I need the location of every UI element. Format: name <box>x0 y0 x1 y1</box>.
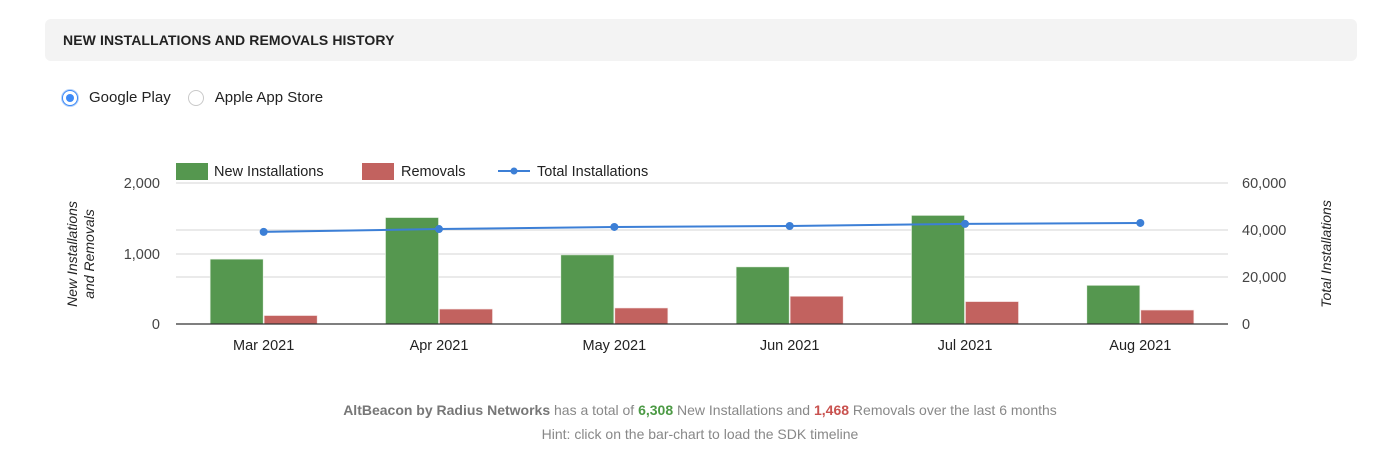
radio-unchecked-icon[interactable] <box>187 89 204 106</box>
new-installations-total: 6,308 <box>638 402 674 418</box>
bar-new-installations[interactable] <box>1086 285 1141 325</box>
bar-new-installations[interactable] <box>560 254 615 325</box>
bar-removals[interactable] <box>965 301 1019 325</box>
left-tick: 1,000 <box>124 247 160 263</box>
store-selector: Google Play Apple App Store <box>62 89 340 106</box>
total-point-marker-icon <box>435 225 443 234</box>
bar-removals[interactable] <box>439 308 493 325</box>
x-tick-label: Apr 2021 <box>410 338 469 354</box>
legend-removals-swatch <box>362 163 394 180</box>
legend-total-installations: Total Installations <box>537 164 648 180</box>
left-tick: 2,000 <box>124 176 160 192</box>
total-point-marker-icon <box>610 222 619 231</box>
x-tick-label: Jun 2021 <box>760 338 820 354</box>
legend-new-installations: New Installations <box>214 164 324 180</box>
x-tick-label: May 2021 <box>582 338 646 354</box>
summary-text: AltBeacon by Radius Networks has a total… <box>0 402 1400 418</box>
x-axis-labels: Mar 2021 Apr 2021 May 2021 Jun 2021 Jul 2021… <box>233 338 1171 354</box>
legend-new-installations-swatch <box>176 163 208 180</box>
x-tick-label: Aug 2021 <box>1109 338 1171 354</box>
hint-text: Hint: click on the bar-chart to load the… <box>541 426 859 442</box>
total-point-marker-icon <box>259 227 268 236</box>
chart-bars[interactable] <box>209 215 1195 325</box>
bar-removals[interactable] <box>614 307 669 325</box>
chart-legend: New Installations Removals Total Install… <box>176 163 648 180</box>
summary-part: Removals over the last 6 months <box>849 402 1057 418</box>
right-axis-label: Total Installations <box>1318 200 1334 308</box>
radio-apple-app-store[interactable]: Apple App Store <box>187 89 324 106</box>
left-axis: 0 1,000 2,000 New Installations and Remo… <box>64 176 160 333</box>
removals-total: 1,468 <box>813 402 850 418</box>
x-tick-label: Mar 2021 <box>233 338 294 354</box>
legend-total-marker-icon <box>510 167 518 175</box>
total-point-marker-icon <box>785 222 794 231</box>
chart-gridlines <box>176 182 1228 278</box>
legend-removals: Removals <box>401 164 465 180</box>
x-tick-label: Jul 2021 <box>938 338 993 354</box>
total-installations-line <box>259 218 1145 236</box>
right-tick: 0 <box>1242 317 1250 333</box>
radio-google-play[interactable]: Google Play <box>62 89 171 106</box>
installations-chart[interactable]: New Installations Removals Total Install… <box>0 0 1400 380</box>
sdk-name: AltBeacon by Radius Networks <box>343 402 551 418</box>
bar-new-installations[interactable] <box>209 258 264 325</box>
left-axis-label-line2: and Removals <box>81 209 97 299</box>
radio-label: Google Play <box>89 89 171 106</box>
right-tick: 60,000 <box>1242 176 1286 192</box>
bar-removals[interactable] <box>789 295 844 325</box>
section-header: NEW INSTALLATIONS AND REMOVALS HISTORY <box>45 19 1357 61</box>
right-tick: 20,000 <box>1242 270 1286 286</box>
section-title: NEW INSTALLATIONS AND REMOVALS HISTORY <box>63 32 395 48</box>
summary-part: New Installations and <box>673 402 814 418</box>
bar-new-installations[interactable] <box>911 215 965 325</box>
right-axis: 0 20,000 40,000 60,000 Total Installatio… <box>1242 176 1334 333</box>
bar-removals[interactable] <box>263 315 318 325</box>
left-axis-label-line1: New Installations <box>64 201 80 307</box>
left-tick: 0 <box>152 317 160 333</box>
summary-part: has a total of <box>550 402 639 418</box>
bar-removals[interactable] <box>1140 309 1195 325</box>
total-point-marker-icon <box>961 219 969 228</box>
total-line <box>263 221 1141 233</box>
right-tick: 40,000 <box>1242 223 1286 239</box>
bar-new-installations[interactable] <box>385 217 439 325</box>
bar-new-installations[interactable] <box>735 266 790 325</box>
radio-checked-icon[interactable] <box>62 89 78 106</box>
radio-label: Apple App Store <box>214 89 324 106</box>
total-point-marker-icon <box>1136 218 1145 227</box>
